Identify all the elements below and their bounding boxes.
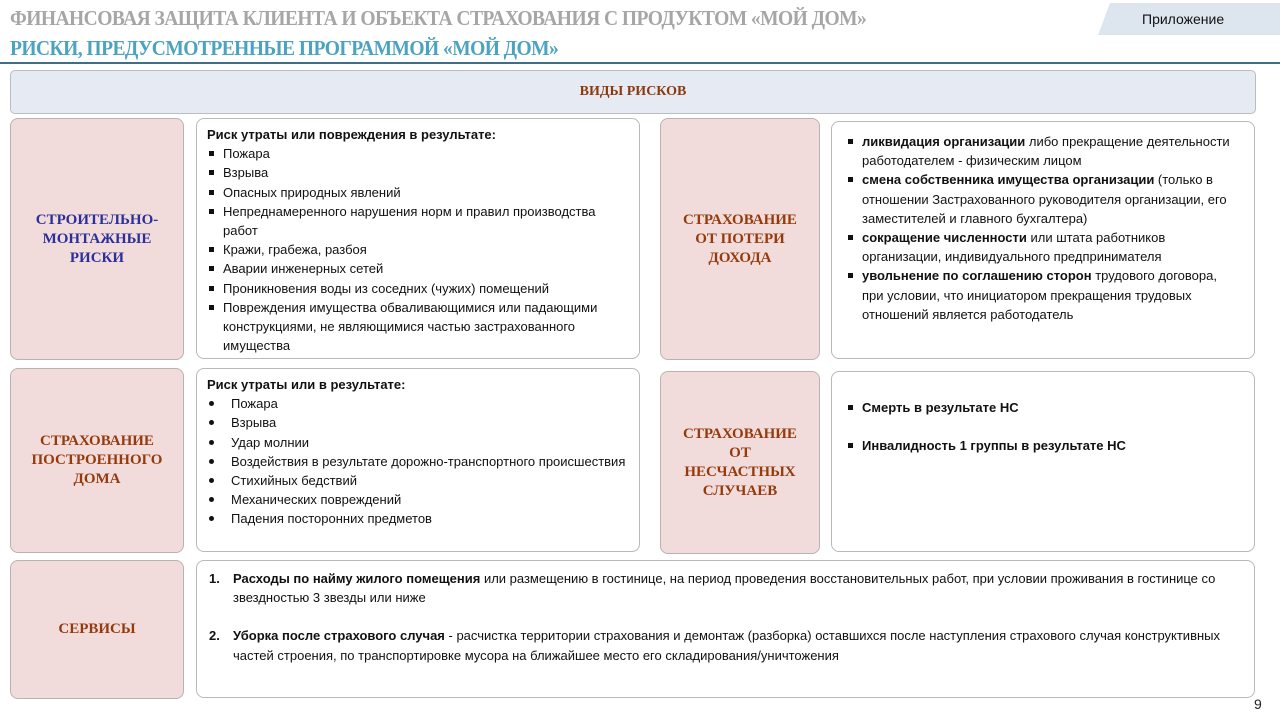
subtitle: РИСКИ, ПРЕДУСМОТРЕННЫЕ ПРОГРАММОЙ «МОЙ Д… xyxy=(10,36,559,60)
list-item: Повреждения имущества обваливающимися ил… xyxy=(207,298,629,356)
list-item: Проникновения воды из соседних (чужих) п… xyxy=(207,279,629,298)
item-bold: увольнение по соглашению сторон xyxy=(862,268,1092,284)
list-item: Непреднамеренного нарушения норм и прави… xyxy=(207,202,629,240)
item-bold: Расходы по найму жилого помещения xyxy=(233,571,481,586)
list-item: Удар молнии xyxy=(207,433,629,452)
page-number: 9 xyxy=(1254,696,1262,712)
main-title: ФИНАНСОВАЯ ЗАЩИТА КЛИЕНТА И ОБЪЕКТА СТРА… xyxy=(10,6,867,30)
list-item: Взрыва xyxy=(207,413,629,432)
item-bold: Уборка после страхового случая xyxy=(233,628,445,644)
appendix-tab: Приложение xyxy=(1098,3,1280,35)
list-item: Инвалидность 1 группы в результате НС xyxy=(846,436,1240,455)
list-item: Пожара xyxy=(207,394,629,413)
services-label: СЕРВИСЫ xyxy=(10,560,184,699)
income-box: ликвидация организации либо прекращение … xyxy=(831,121,1255,359)
services-label-text: СЕРВИСЫ xyxy=(58,621,136,637)
item-bold: ликвидация организации xyxy=(862,134,1026,149)
item-bold: сокращение численности xyxy=(862,230,1027,246)
house-label-text: СТРАХОВАНИЕ ПОСТРОЕННОГО ДОМА xyxy=(31,433,163,487)
construction-label: СТРОИТЕЛЬНО-МОНТАЖНЫЕ РИСКИ xyxy=(10,118,184,360)
house-intro: Риск утраты или в результате: xyxy=(207,377,406,392)
list-item: смена собственника имущества организации… xyxy=(846,170,1240,228)
accident-label-text: СТРАХОВАНИЕ ОТ НЕСЧАСТНЫХ СЛУЧАЕВ xyxy=(683,425,797,499)
list-item: Смерть в результате НС xyxy=(846,398,1240,417)
item-text: трудового договора, при условии, что ини… xyxy=(862,268,1217,322)
item-text: либо прекращение деятельности работодате… xyxy=(862,134,1230,169)
services-box: 1. Расходы по найму жилого помещения или … xyxy=(196,560,1255,698)
item-bold: смена собственника имущества организации xyxy=(862,172,1155,188)
accident-label: СТРАХОВАНИЕ ОТ НЕСЧАСТНЫХ СЛУЧАЕВ xyxy=(660,371,820,554)
item-text: - расчистка территории страхования и дем… xyxy=(233,628,1221,663)
construction-box: Риск утраты или повреждения в результате… xyxy=(196,118,640,359)
list-item: Пожара xyxy=(207,144,629,163)
list-item: Падения посторонних предметов xyxy=(207,509,629,528)
list-item: Кражи, грабежа, разбоя xyxy=(207,240,629,259)
list-item: Механических повреждений xyxy=(207,490,629,509)
section-title: ВИДЫ РИСКОВ xyxy=(10,70,1256,114)
item-text: или штата работников организации, индиви… xyxy=(862,230,1166,265)
list-item: Аварии инженерных сетей xyxy=(207,259,629,278)
list-item: Стихийных бедствий xyxy=(207,471,629,490)
list-item: сокращение численности или штата работни… xyxy=(846,228,1240,266)
construction-intro: Риск утраты или повреждения в результате… xyxy=(207,127,496,142)
income-label-text: СТРАХОВАНИЕ ОТ ПОТЕРИ ДОХОДА xyxy=(683,211,797,266)
item-text: или размещению в гостинице, на период пр… xyxy=(233,571,1216,606)
list-item: Воздействия в результате дорожно-транспо… xyxy=(207,452,629,471)
list-item: Опасных природных явлений xyxy=(207,183,629,202)
house-box: Риск утраты или в результате: Пожара Взры… xyxy=(196,368,640,552)
item-text: (только в отношении Застрахованного руко… xyxy=(862,172,1227,226)
house-label: СТРАХОВАНИЕ ПОСТРОЕННОГО ДОМА xyxy=(10,368,184,553)
list-item: 2. Уборка после страхового случая - расчи… xyxy=(209,626,1242,664)
item-number: 1. xyxy=(209,571,220,586)
appendix-label: Приложение xyxy=(1142,11,1225,27)
accident-box: Смерть в результате НС Инвалидность 1 гру… xyxy=(831,371,1255,552)
income-label: СТРАХОВАНИЕ ОТ ПОТЕРИ ДОХОДА xyxy=(660,118,820,360)
item-number: 2. xyxy=(209,628,220,644)
list-item: Взрыва xyxy=(207,163,629,182)
list-item: увольнение по соглашению сторон трудовог… xyxy=(846,266,1240,324)
list-item: ликвидация организации либо прекращение … xyxy=(846,132,1240,170)
list-item: 1. Расходы по найму жилого помещения или … xyxy=(209,569,1242,607)
divider xyxy=(0,62,1280,64)
construction-label-text: СТРОИТЕЛЬНО-МОНТАЖНЫЕ РИСКИ xyxy=(35,211,159,266)
